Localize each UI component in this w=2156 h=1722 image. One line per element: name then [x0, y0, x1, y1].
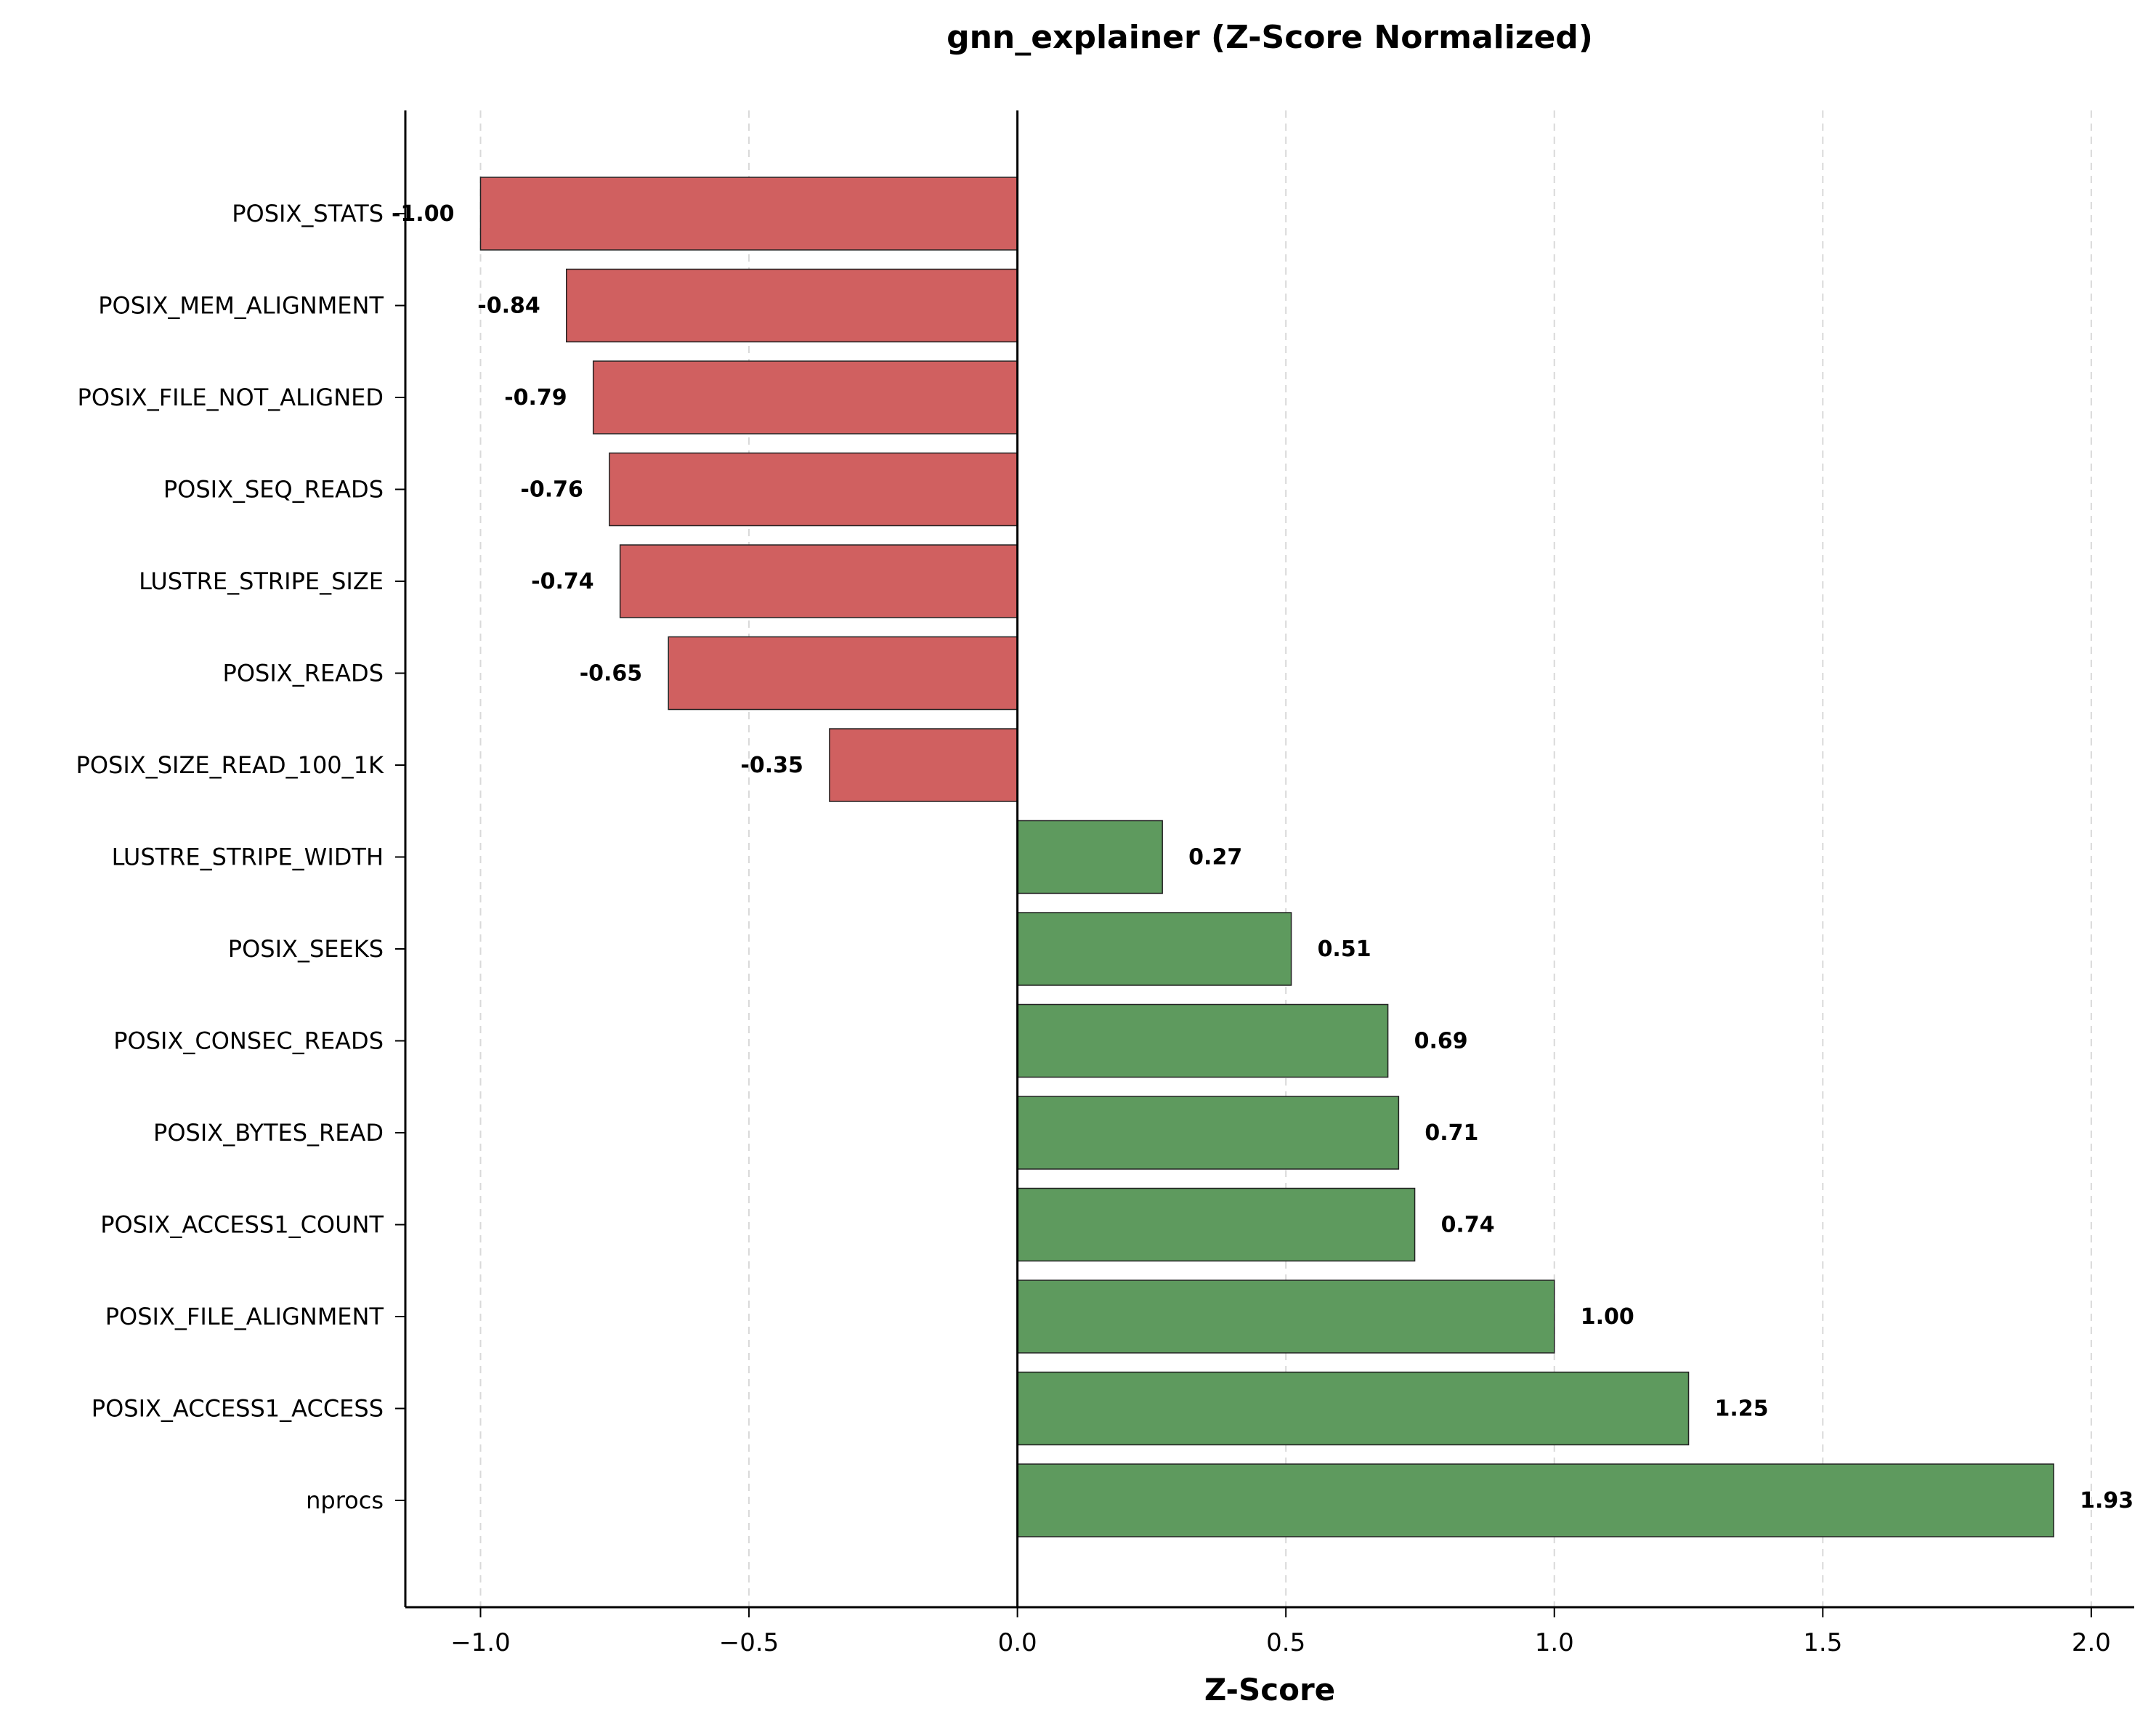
y-tick-label: POSIX_ACCESS1_ACCESS — [92, 1395, 384, 1423]
data-label: 0.51 — [1318, 937, 1371, 962]
data-label: -0.65 — [580, 661, 642, 687]
y-tick-label: POSIX_FILE_NOT_ALIGNED — [78, 384, 384, 411]
bar — [1016, 1096, 1400, 1170]
x-tick-label: −1.0 — [450, 1628, 511, 1657]
bar — [1016, 912, 1292, 986]
x-tick-label: 0.0 — [998, 1628, 1037, 1657]
x-axis-label: Z-Score — [1204, 1672, 1335, 1707]
bar — [1016, 1280, 1555, 1354]
x-tick-label: 1.5 — [1803, 1628, 1842, 1657]
data-label: -0.79 — [504, 385, 567, 411]
data-label: -0.84 — [477, 294, 540, 319]
y-tick-label: POSIX_SIZE_READ_100_1K — [76, 751, 384, 779]
bar — [1016, 1463, 2054, 1537]
data-label: 1.00 — [1581, 1304, 1634, 1330]
bars — [479, 177, 2054, 1537]
y-tick-label: nprocs — [306, 1487, 384, 1514]
y-tick-label: POSIX_CONSEC_READS — [113, 1027, 384, 1055]
bar — [479, 177, 1018, 251]
data-label: 1.93 — [2080, 1488, 2133, 1513]
bar — [1016, 820, 1163, 894]
y-tick-label: POSIX_FILE_ALIGNMENT — [105, 1303, 384, 1330]
bar — [609, 452, 1018, 527]
y-tick-label: LUSTRE_STRIPE_SIZE — [139, 567, 384, 595]
data-label: 0.69 — [1414, 1029, 1468, 1054]
y-tick-label: POSIX_MEM_ALIGNMENT — [98, 292, 384, 320]
x-tick-label: 2.0 — [2072, 1628, 2111, 1657]
chart-title: gnn_explainer (Z-Score Normalized) — [947, 19, 1593, 56]
y-tick-label: LUSTRE_STRIPE_WIDTH — [112, 844, 384, 871]
data-label: -0.74 — [531, 569, 593, 594]
bar — [619, 544, 1018, 618]
data-label: -0.35 — [740, 753, 803, 778]
bar — [668, 636, 1018, 711]
y-tick-label: POSIX_ACCESS1_COUNT — [100, 1211, 384, 1239]
y-tick-label: POSIX_SEQ_READS — [163, 476, 384, 504]
y-tick-label: POSIX_STATS — [232, 200, 384, 227]
y-axis: POSIX_STATS POSIX_MEM_ALIGNMENT POSIX_FILE… — [76, 200, 405, 1514]
data-label: 0.74 — [1441, 1213, 1495, 1238]
x-axis: −1.0 −0.5 0.0 0.5 1.0 1.5 2.0 — [450, 1607, 2111, 1657]
data-label: 1.25 — [1715, 1396, 1769, 1422]
bar — [565, 268, 1018, 343]
data-label: -0.76 — [520, 477, 583, 503]
data-label: 0.27 — [1188, 845, 1242, 870]
y-tick-label: POSIX_READS — [223, 660, 384, 687]
x-tick-label: 0.5 — [1266, 1628, 1305, 1657]
bar — [1016, 1003, 1389, 1078]
bar — [1016, 1371, 1690, 1446]
bar — [829, 728, 1018, 802]
value-labels: -1.00-0.84-0.79-0.76-0.74-0.65-0.350.270… — [392, 201, 2133, 1513]
y-tick-label: POSIX_SEEKS — [228, 935, 384, 963]
x-tick-label: −0.5 — [719, 1628, 779, 1657]
y-tick-label: POSIX_BYTES_READ — [153, 1119, 384, 1147]
data-label: 0.71 — [1424, 1120, 1478, 1146]
x-tick-label: 1.0 — [1535, 1628, 1574, 1657]
bar — [592, 360, 1018, 434]
bar — [1016, 1187, 1416, 1262]
